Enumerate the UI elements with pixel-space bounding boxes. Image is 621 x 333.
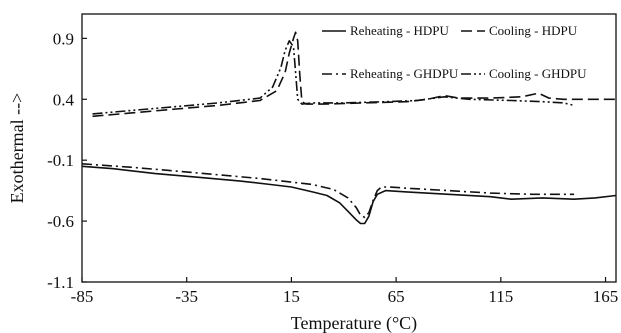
y-axis-label: Exothermal --> bbox=[7, 93, 27, 204]
y-tick-label: -0.1 bbox=[47, 151, 74, 170]
legend-label: Cooling - HDPU bbox=[489, 23, 578, 38]
legend-label: Reheating - GHDPU bbox=[350, 66, 459, 81]
y-tick-label: -0.6 bbox=[47, 212, 74, 231]
plot-area-border bbox=[81, 13, 617, 283]
y-tick-label: 0.4 bbox=[53, 90, 75, 109]
y-tick-label: 0.9 bbox=[53, 29, 74, 48]
legend: Reheating - HDPU Cooling - HDPU Reheating … bbox=[322, 23, 587, 81]
x-tick-label: 165 bbox=[593, 287, 619, 306]
x-tick-label: 115 bbox=[488, 287, 513, 306]
series-lines bbox=[81, 31, 617, 225]
series-line-2 bbox=[92, 31, 616, 118]
x-tick-label: -85 bbox=[71, 287, 94, 306]
y-tick-label: -1.1 bbox=[47, 273, 74, 292]
series-line-4 bbox=[92, 40, 575, 115]
x-tick-label: -35 bbox=[175, 287, 198, 306]
plot-frame bbox=[81, 13, 617, 283]
x-tick-label: 15 bbox=[283, 287, 300, 306]
legend-label: Cooling - GHDPU bbox=[489, 66, 587, 81]
x-tick-label: 65 bbox=[388, 287, 405, 306]
x-axis-label: Temperature (°C) bbox=[291, 313, 417, 333]
series-line-3 bbox=[81, 163, 575, 219]
legend-label: Reheating - HDPU bbox=[350, 23, 450, 38]
axis-ticks: -85 -35 15 65 115 165 0.9 0.4 -0.1 -0.6 -1.1 bbox=[47, 29, 618, 306]
series-line-1 bbox=[81, 165, 617, 225]
